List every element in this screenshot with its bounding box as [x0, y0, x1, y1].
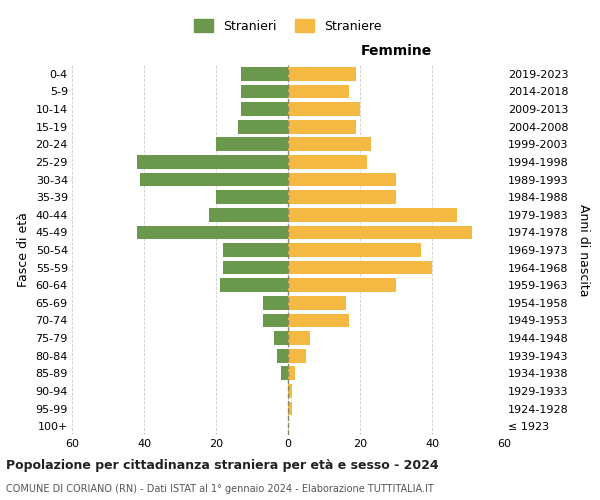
- Bar: [137, 155, 288, 169]
- Bar: [288, 172, 396, 186]
- Bar: [288, 278, 396, 292]
- Text: COMUNE DI CORIANO (RN) - Dati ISTAT al 1° gennaio 2024 - Elaborazione TUTTITALIA: COMUNE DI CORIANO (RN) - Dati ISTAT al 1…: [6, 484, 434, 494]
- Bar: [288, 314, 349, 328]
- Bar: [288, 84, 349, 98]
- Bar: [288, 155, 367, 169]
- Bar: [288, 296, 346, 310]
- Text: Femmine: Femmine: [361, 44, 431, 58]
- Bar: [220, 278, 288, 292]
- Bar: [288, 331, 310, 345]
- Bar: [223, 243, 288, 257]
- Bar: [216, 190, 288, 204]
- Bar: [288, 138, 371, 151]
- Bar: [288, 366, 295, 380]
- Bar: [288, 349, 306, 362]
- Legend: Stranieri, Straniere: Stranieri, Straniere: [194, 20, 382, 33]
- Bar: [288, 402, 292, 415]
- Bar: [209, 208, 288, 222]
- Bar: [241, 102, 288, 116]
- Bar: [223, 260, 288, 274]
- Text: Popolazione per cittadinanza straniera per età e sesso - 2024: Popolazione per cittadinanza straniera p…: [6, 460, 439, 472]
- Bar: [288, 208, 457, 222]
- Bar: [263, 314, 288, 328]
- Bar: [274, 331, 288, 345]
- Bar: [288, 384, 292, 398]
- Bar: [241, 67, 288, 80]
- Bar: [238, 120, 288, 134]
- Bar: [288, 226, 472, 239]
- Bar: [288, 102, 360, 116]
- Bar: [241, 84, 288, 98]
- Bar: [288, 67, 356, 80]
- Bar: [281, 366, 288, 380]
- Bar: [288, 243, 421, 257]
- Y-axis label: Fasce di età: Fasce di età: [17, 212, 30, 288]
- Bar: [216, 138, 288, 151]
- Bar: [137, 226, 288, 239]
- Y-axis label: Anni di nascita: Anni di nascita: [577, 204, 590, 296]
- Bar: [277, 349, 288, 362]
- Bar: [288, 260, 432, 274]
- Bar: [140, 172, 288, 186]
- Bar: [263, 296, 288, 310]
- Bar: [288, 190, 396, 204]
- Bar: [288, 120, 356, 134]
